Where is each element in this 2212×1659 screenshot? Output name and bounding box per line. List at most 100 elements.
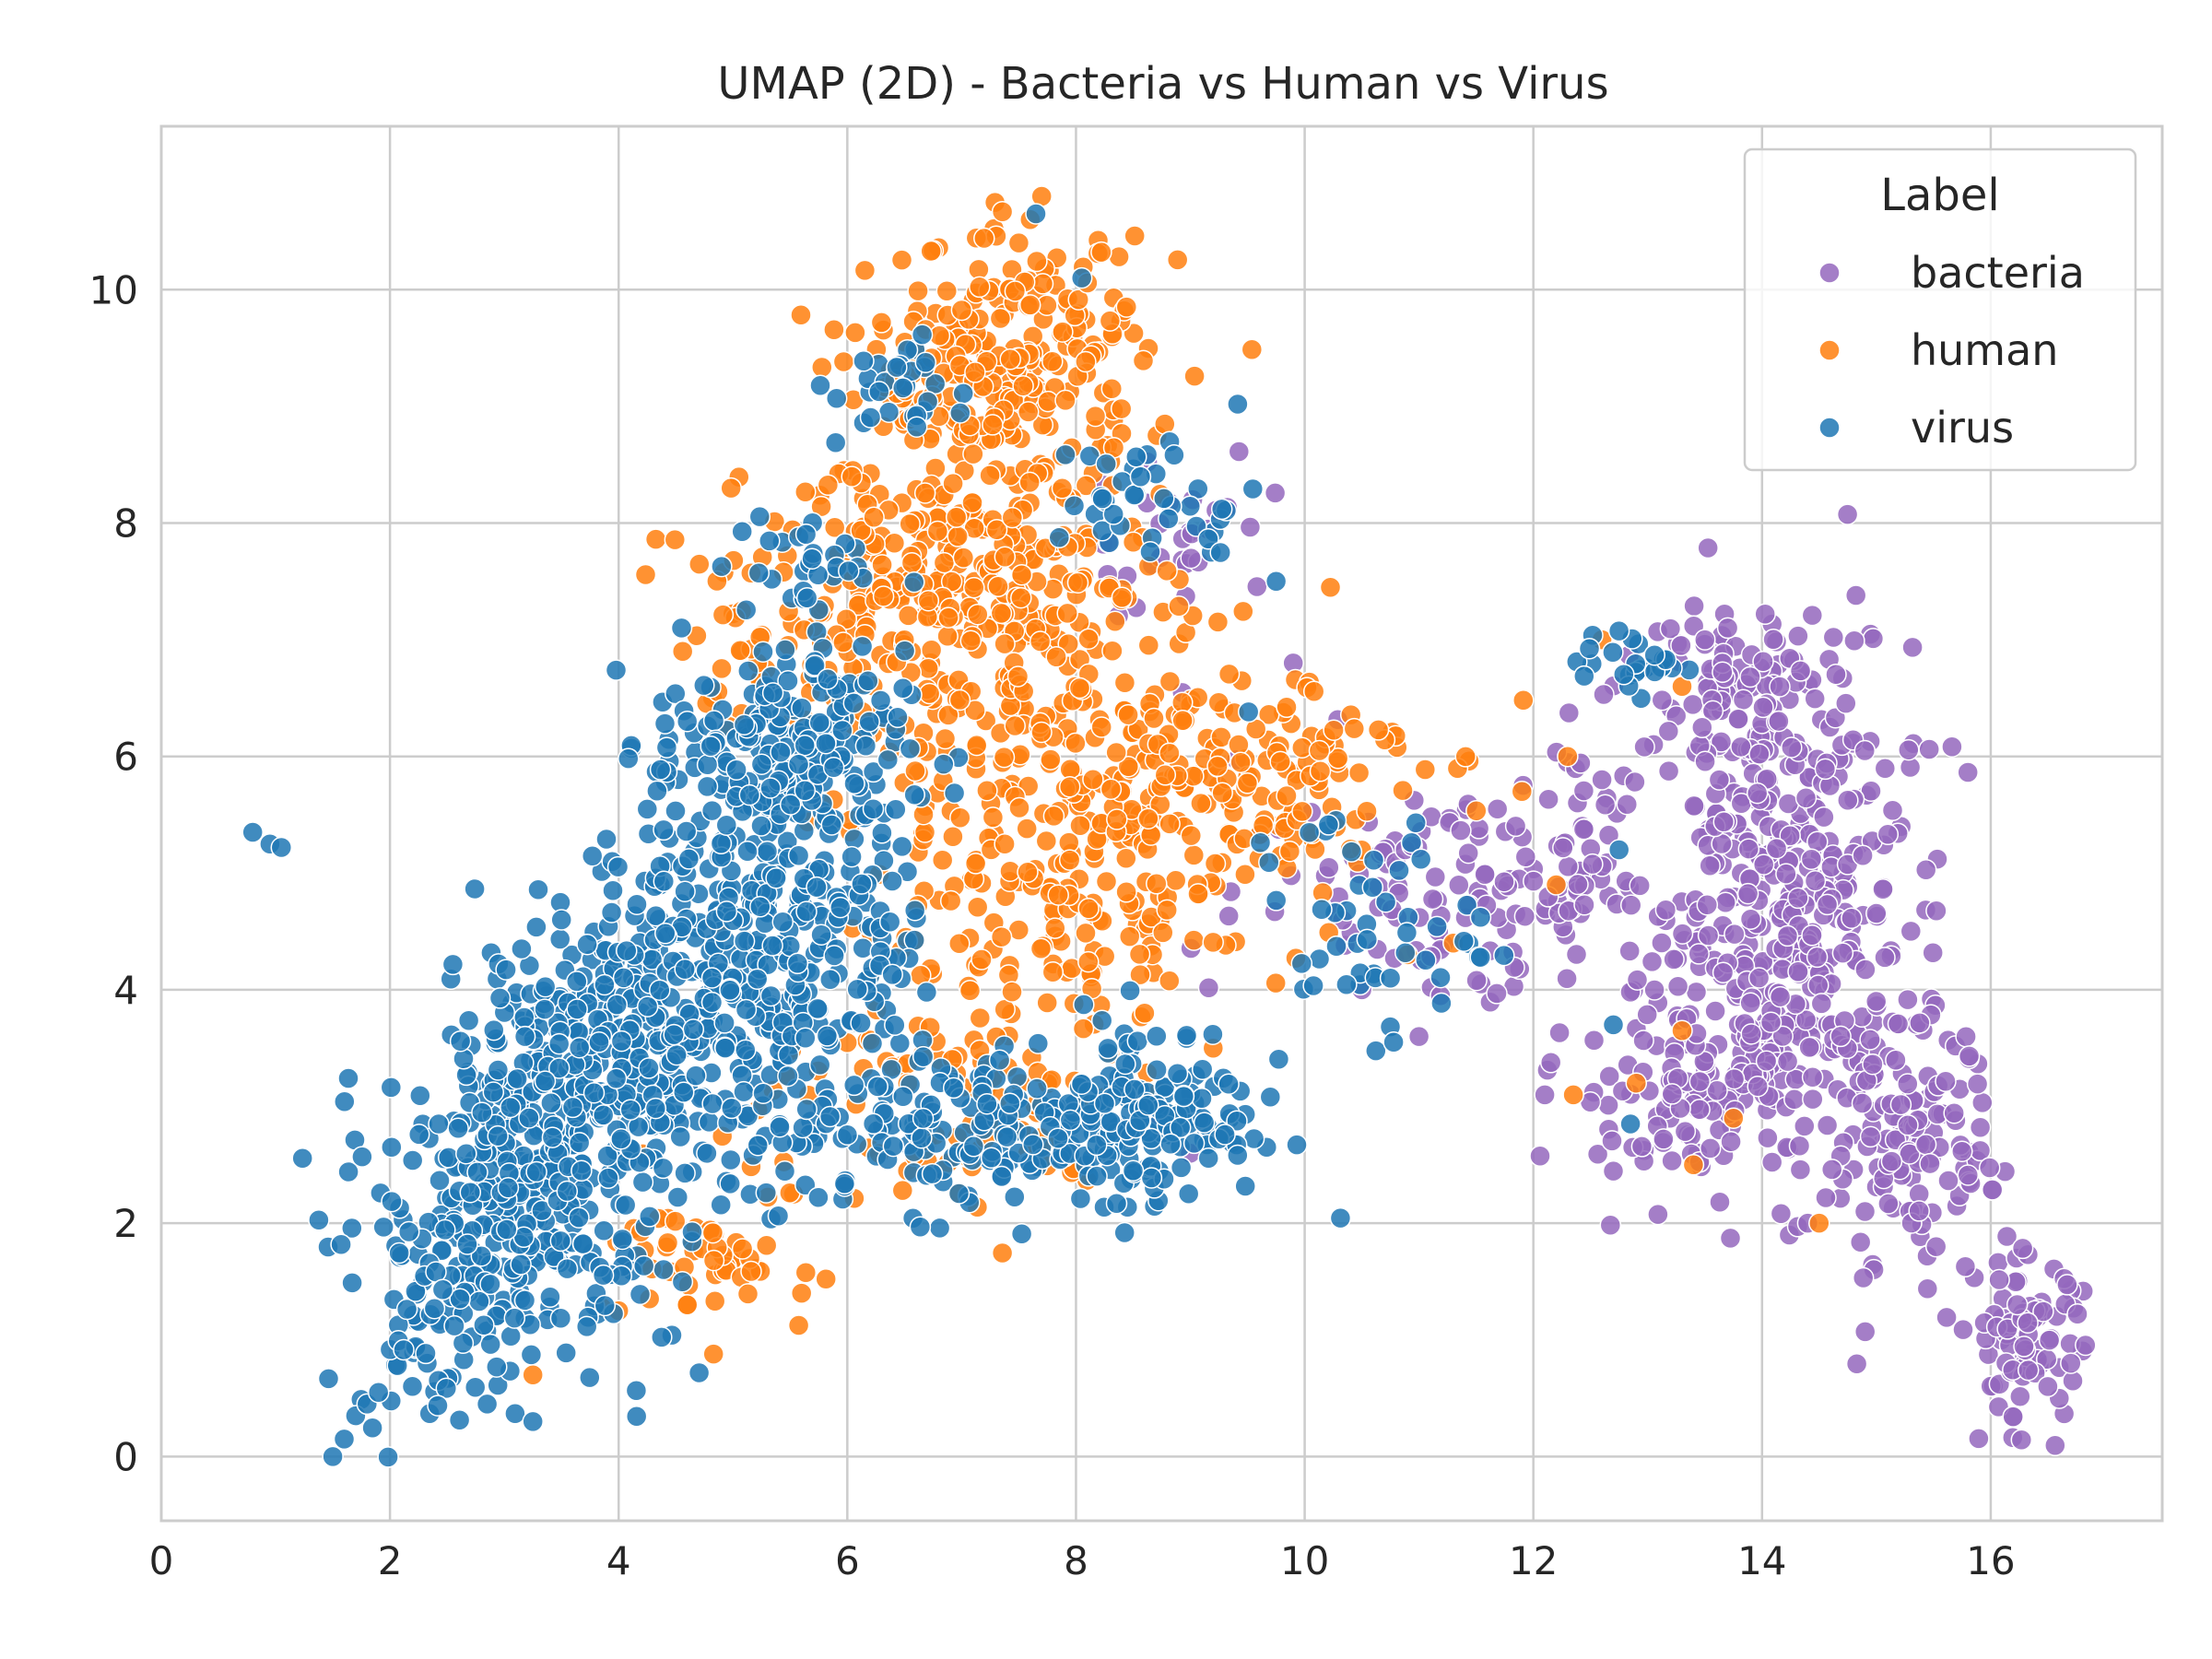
point-human bbox=[1137, 807, 1159, 830]
point-virus bbox=[838, 559, 860, 582]
point-virus bbox=[1426, 915, 1448, 938]
point-human bbox=[973, 227, 995, 250]
point-virus bbox=[361, 1417, 383, 1440]
point-bacteria bbox=[1565, 943, 1588, 966]
point-virus bbox=[1010, 1223, 1033, 1245]
point-virus bbox=[1093, 1092, 1116, 1114]
point-virus bbox=[1308, 947, 1331, 971]
point-human bbox=[1001, 506, 1024, 529]
point-human bbox=[1018, 294, 1041, 316]
point-virus bbox=[749, 896, 771, 918]
point-virus bbox=[886, 356, 908, 379]
point-bacteria bbox=[1732, 688, 1755, 712]
point-human bbox=[1044, 917, 1066, 939]
point-bacteria bbox=[1548, 1021, 1571, 1044]
point-virus bbox=[415, 1342, 437, 1365]
point-human bbox=[1001, 981, 1023, 1003]
point-human bbox=[1276, 784, 1298, 807]
point-human bbox=[1511, 780, 1534, 803]
point-bacteria bbox=[1885, 1049, 1907, 1072]
point-bacteria bbox=[1567, 873, 1589, 896]
point-bacteria bbox=[1779, 825, 1801, 847]
point-human bbox=[790, 304, 812, 326]
point-virus bbox=[769, 1115, 791, 1138]
point-virus bbox=[759, 984, 782, 1007]
point-virus bbox=[909, 1216, 932, 1238]
point-bacteria bbox=[1909, 1012, 1931, 1034]
point-virus bbox=[688, 1361, 711, 1384]
point-human bbox=[1211, 782, 1233, 804]
point-bacteria bbox=[1493, 870, 1515, 893]
point-virus bbox=[1214, 1124, 1236, 1146]
point-bacteria bbox=[1877, 1193, 1900, 1215]
point-human bbox=[1232, 600, 1254, 623]
point-bacteria bbox=[2037, 1375, 2059, 1398]
point-bacteria bbox=[1775, 863, 1797, 885]
point-virus bbox=[733, 713, 756, 735]
point-human bbox=[920, 639, 943, 661]
point-virus bbox=[817, 668, 839, 690]
point-virus bbox=[759, 530, 781, 552]
point-human bbox=[1723, 1107, 1745, 1129]
point-virus bbox=[905, 416, 928, 438]
point-human bbox=[934, 727, 957, 750]
point-virus bbox=[407, 1124, 430, 1146]
point-virus bbox=[377, 1446, 399, 1468]
point-virus bbox=[831, 719, 853, 742]
point-bacteria bbox=[1688, 943, 1710, 965]
point-virus bbox=[846, 978, 868, 1001]
y-tick-label: 0 bbox=[113, 1434, 138, 1479]
point-bacteria bbox=[1922, 942, 1944, 964]
point-virus bbox=[654, 922, 677, 945]
point-bacteria bbox=[1769, 985, 1792, 1008]
point-virus bbox=[341, 1272, 363, 1294]
point-virus bbox=[610, 1127, 632, 1150]
point-virus bbox=[747, 1134, 770, 1157]
point-virus bbox=[806, 997, 829, 1020]
point-virus bbox=[556, 1180, 579, 1203]
point-human bbox=[688, 553, 711, 575]
point-human bbox=[1367, 719, 1390, 741]
point-human bbox=[811, 356, 833, 379]
point-virus bbox=[670, 617, 693, 640]
point-human bbox=[1042, 805, 1065, 828]
point-virus bbox=[334, 1090, 356, 1113]
point-bacteria bbox=[1958, 1045, 1981, 1067]
point-virus bbox=[482, 1081, 505, 1103]
point-virus bbox=[698, 1111, 721, 1134]
point-virus bbox=[504, 1402, 526, 1425]
point-virus bbox=[435, 1377, 458, 1400]
point-human bbox=[1045, 646, 1067, 668]
point-virus bbox=[810, 924, 832, 946]
point-virus bbox=[1361, 877, 1384, 899]
point-virus bbox=[995, 1125, 1018, 1148]
point-bacteria bbox=[1661, 1083, 1684, 1105]
point-virus bbox=[1394, 941, 1417, 964]
point-bacteria bbox=[1708, 769, 1731, 791]
point-virus bbox=[795, 586, 818, 609]
point-virus bbox=[1153, 488, 1175, 510]
point-bacteria bbox=[1865, 990, 1888, 1013]
point-bacteria bbox=[1854, 959, 1877, 981]
point-bacteria bbox=[1719, 1227, 1742, 1250]
point-bacteria bbox=[1843, 629, 1865, 652]
point-virus bbox=[890, 835, 913, 858]
point-bacteria bbox=[1889, 1093, 1912, 1116]
point-bacteria bbox=[1787, 887, 1809, 910]
point-bacteria bbox=[1716, 617, 1739, 640]
point-virus bbox=[1340, 841, 1363, 863]
legend-label-bacteria: bacteria bbox=[1911, 248, 2085, 298]
point-virus bbox=[761, 682, 784, 704]
point-human bbox=[1068, 677, 1091, 700]
point-virus bbox=[479, 1273, 501, 1296]
point-virus bbox=[531, 1199, 553, 1222]
point-bacteria bbox=[1844, 584, 1867, 606]
point-virus bbox=[644, 904, 667, 927]
point-virus bbox=[566, 971, 588, 993]
point-bacteria bbox=[1969, 1116, 1992, 1139]
point-virus bbox=[527, 878, 549, 901]
point-human bbox=[1171, 691, 1194, 713]
point-human bbox=[964, 853, 987, 875]
point-human bbox=[634, 563, 657, 586]
point-virus bbox=[1166, 1063, 1189, 1085]
